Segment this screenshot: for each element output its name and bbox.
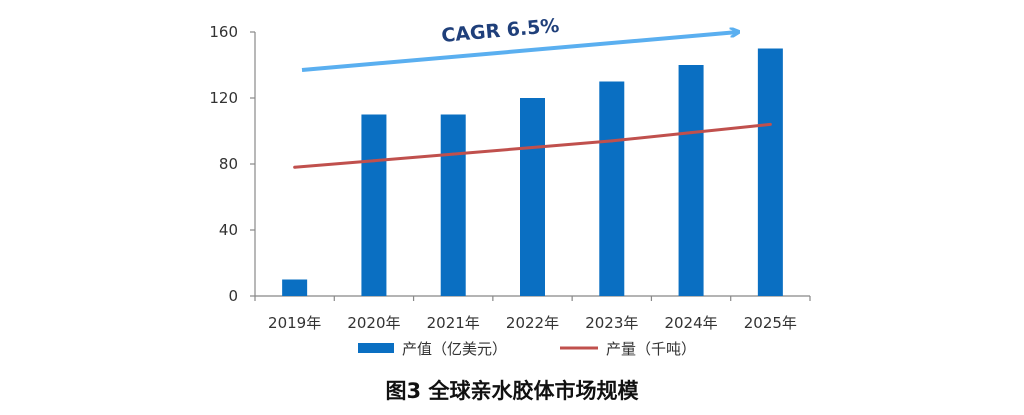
line-series <box>293 122 772 169</box>
figure-caption: 图3 全球亲水胶体市场规模 <box>386 379 640 403</box>
line-point <box>451 152 455 156</box>
x-tick-label: 2021年 <box>427 314 480 332</box>
cagr-label: CAGR 6.5% <box>441 15 561 47</box>
y-tick-label: 40 <box>219 221 238 239</box>
legend: 产值（亿美元） 产量（千吨） <box>358 340 696 358</box>
cagr-annotation: CAGR 6.5% <box>301 15 738 72</box>
line-point <box>610 139 614 143</box>
y-tick-label: 160 <box>209 23 238 41</box>
bar <box>520 98 545 296</box>
cagr-arrow <box>301 32 738 72</box>
bar <box>361 114 387 296</box>
legend-label-bar: 产值（亿美元） <box>402 340 507 358</box>
y-tick-label: 80 <box>219 155 238 173</box>
bar <box>440 114 466 296</box>
bar-series <box>282 48 783 296</box>
line-point <box>531 146 534 149</box>
legend-label-line: 产量（千吨） <box>606 340 696 358</box>
line-point <box>768 122 772 126</box>
line-point <box>372 159 376 163</box>
bar <box>599 81 625 296</box>
y-tick-label: 120 <box>209 89 238 107</box>
x-tick-label: 2023年 <box>585 314 638 332</box>
bar <box>678 65 704 296</box>
bar <box>757 48 783 296</box>
x-tick-label: 2020年 <box>347 314 400 332</box>
y-tick-label: 0 <box>228 287 238 305</box>
bar <box>282 279 308 296</box>
x-tick-label: 2019年 <box>268 314 321 332</box>
x-axis: 2019年 2020年 2021年 2022年 2023年 2024年 2025年 <box>254 295 811 332</box>
y-axis: 0 40 80 120 160 <box>209 23 256 305</box>
line-point <box>293 165 297 169</box>
x-tick-label: 2024年 <box>664 314 717 332</box>
legend-swatch-bar <box>358 343 394 353</box>
x-tick-label: 2025年 <box>744 314 797 332</box>
x-tick-label: 2022年 <box>506 314 559 332</box>
line-point <box>689 131 693 135</box>
